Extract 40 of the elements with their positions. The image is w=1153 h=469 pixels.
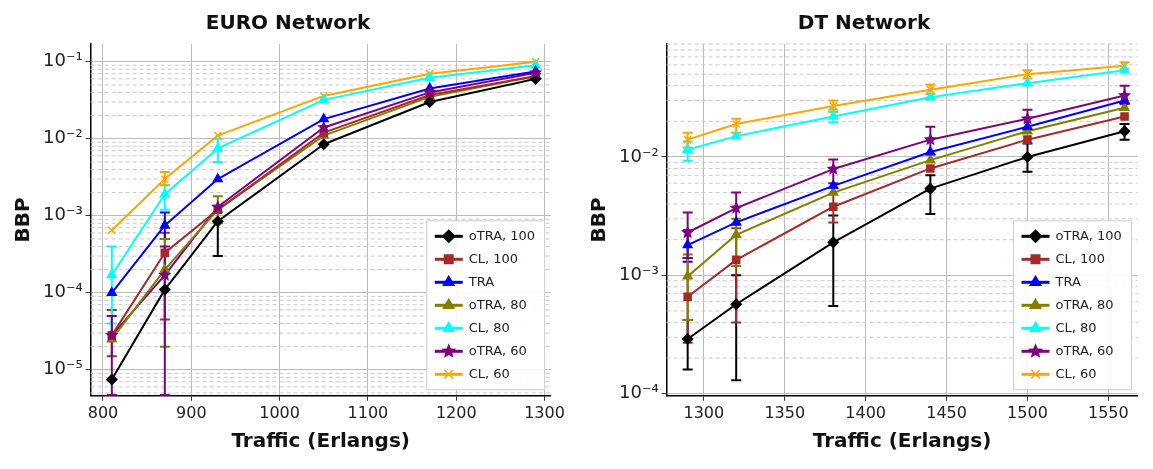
legend-label: CL, 60 [468, 365, 510, 381]
legend-label: oTRA, 60 [1055, 342, 1114, 358]
x-tick-label: 800 [87, 402, 119, 422]
chart-title: EURO Network [205, 10, 371, 35]
y-tick-label: 10⁻¹ [43, 49, 83, 71]
legend-label: oTRA, 80 [468, 296, 527, 312]
y-axis-title: BBP [586, 197, 611, 243]
x-tick-label: 1500 [1007, 402, 1048, 422]
y-tick-label: 10⁻⁴ [43, 280, 83, 302]
x-tick-label: 1300 [524, 402, 565, 422]
legend-label: CL, 80 [468, 319, 510, 335]
y-tick-label: 10⁻³ [619, 263, 659, 284]
x-tick-label: 1400 [845, 402, 887, 422]
x-tick-label: 1100 [347, 402, 389, 422]
x-tick-label: 1000 [259, 402, 300, 422]
legend-label: oTRA, 100 [1055, 227, 1122, 243]
legend-label: TRA [1054, 273, 1081, 289]
y-tick-label: 10⁻⁵ [43, 357, 83, 379]
legend-label: oTRA, 80 [1055, 296, 1114, 312]
x-tick-label: 1450 [926, 402, 967, 422]
x-axis-title: Traffic (Erlangs) [231, 428, 410, 453]
x-tick-label: 1200 [435, 402, 477, 422]
legend-label: CL, 100 [468, 250, 519, 266]
legend-label: CL, 100 [1055, 250, 1105, 266]
y-tick-label: 10⁻² [43, 126, 83, 148]
x-tick-label: 1550 [1088, 402, 1129, 422]
y-tick-label: 10⁻³ [43, 203, 83, 225]
x-tick-label: 900 [176, 402, 207, 422]
y-axis-title: BBP [10, 197, 35, 243]
legend-label: oTRA, 100 [468, 227, 536, 243]
y-tick-label: 10⁻⁴ [619, 381, 659, 403]
chart-title: DT Network [797, 10, 931, 35]
x-tick-label: 1350 [764, 402, 806, 422]
legend-label: TRA [467, 273, 495, 289]
legend-label: CL, 60 [1055, 365, 1097, 381]
legend-label: oTRA, 60 [468, 342, 527, 358]
legend-label: CL, 80 [1055, 319, 1097, 335]
y-tick-label: 10⁻² [619, 144, 659, 166]
x-axis-title: Traffic (Erlangs) [812, 428, 992, 453]
x-tick-label: 1300 [683, 402, 725, 422]
